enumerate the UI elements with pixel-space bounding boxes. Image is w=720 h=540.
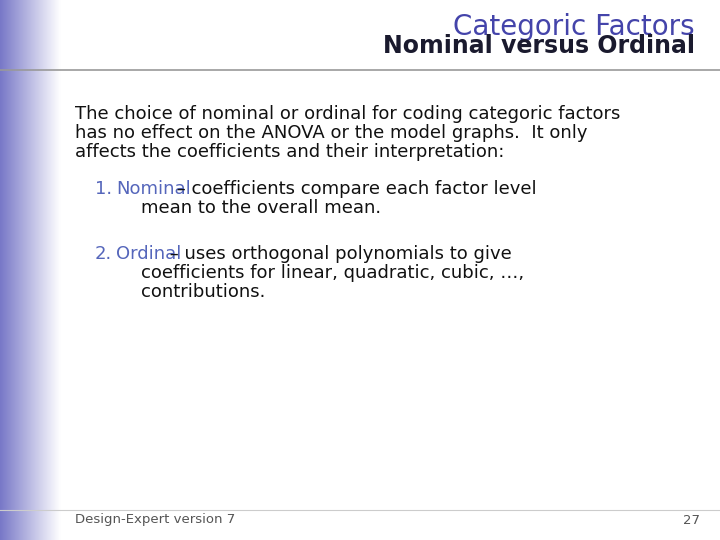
Bar [16,0,17,540]
Bar [41,0,42,540]
Bar [1,0,2,540]
Bar [22,0,24,540]
Bar [21,0,22,540]
Bar [34,0,35,540]
Text: Nominal versus Ordinal: Nominal versus Ordinal [383,34,695,58]
Bar [49,0,50,540]
Bar [0,0,1,540]
Bar [55,0,56,540]
Bar [8,0,9,540]
Bar [28,0,30,540]
Bar [51,0,53,540]
Text: – coefficients compare each factor level: – coefficients compare each factor level [171,180,536,198]
Bar [18,0,19,540]
Bar [45,0,47,540]
Text: 2.: 2. [95,245,112,263]
Text: – uses orthogonal polynomials to give: – uses orthogonal polynomials to give [164,245,512,263]
Bar [3,0,4,540]
Bar [15,0,17,540]
Bar [27,0,29,540]
Bar [39,0,40,540]
Text: affects the coefficients and their interpretation:: affects the coefficients and their inter… [75,143,505,161]
Bar [40,0,42,540]
Text: Categoric Factors: Categoric Factors [454,13,695,41]
Bar [9,0,11,540]
Bar [33,0,35,540]
Bar [20,0,22,540]
Bar [30,0,32,540]
Bar [43,0,45,540]
Bar [17,0,19,540]
Bar [31,0,32,540]
Bar [59,0,60,540]
Text: coefficients for linear, quadratic, cubic, …,: coefficients for linear, quadratic, cubi… [141,264,524,282]
Bar [36,0,37,540]
Bar [50,0,52,540]
Bar [58,0,60,540]
Bar [56,0,58,540]
Bar [26,0,27,540]
Bar [47,0,48,540]
Text: The choice of nominal or ordinal for coding categoric factors: The choice of nominal or ordinal for cod… [75,105,621,123]
Bar [12,0,14,540]
Text: 1.: 1. [95,180,112,198]
Bar [23,0,24,540]
Bar [19,0,20,540]
Bar [32,0,34,540]
Text: 27: 27 [683,514,700,526]
Bar [11,0,12,540]
Bar [13,0,14,540]
Bar [35,0,37,540]
Text: Nominal: Nominal [116,180,191,198]
Bar [37,0,38,540]
Bar [10,0,12,540]
Text: contributions.: contributions. [141,283,266,301]
Bar [46,0,48,540]
Bar [24,0,25,540]
Bar [5,0,6,540]
Bar [57,0,58,540]
Bar [6,0,7,540]
Text: Ordinal: Ordinal [116,245,181,263]
Bar [4,0,6,540]
Bar [52,0,53,540]
Bar [7,0,9,540]
Bar [29,0,30,540]
Bar [2,0,4,540]
Text: has no effect on the ANOVA or the model graphs.  It only: has no effect on the ANOVA or the model … [75,124,588,142]
Bar [25,0,27,540]
Bar [42,0,43,540]
Bar [48,0,50,540]
Bar [54,0,55,540]
Bar [14,0,16,540]
Text: Design-Expert version 7: Design-Expert version 7 [75,514,235,526]
Bar [38,0,40,540]
Text: mean to the overall mean.: mean to the overall mean. [141,199,381,217]
Bar [53,0,55,540]
Bar [44,0,45,540]
